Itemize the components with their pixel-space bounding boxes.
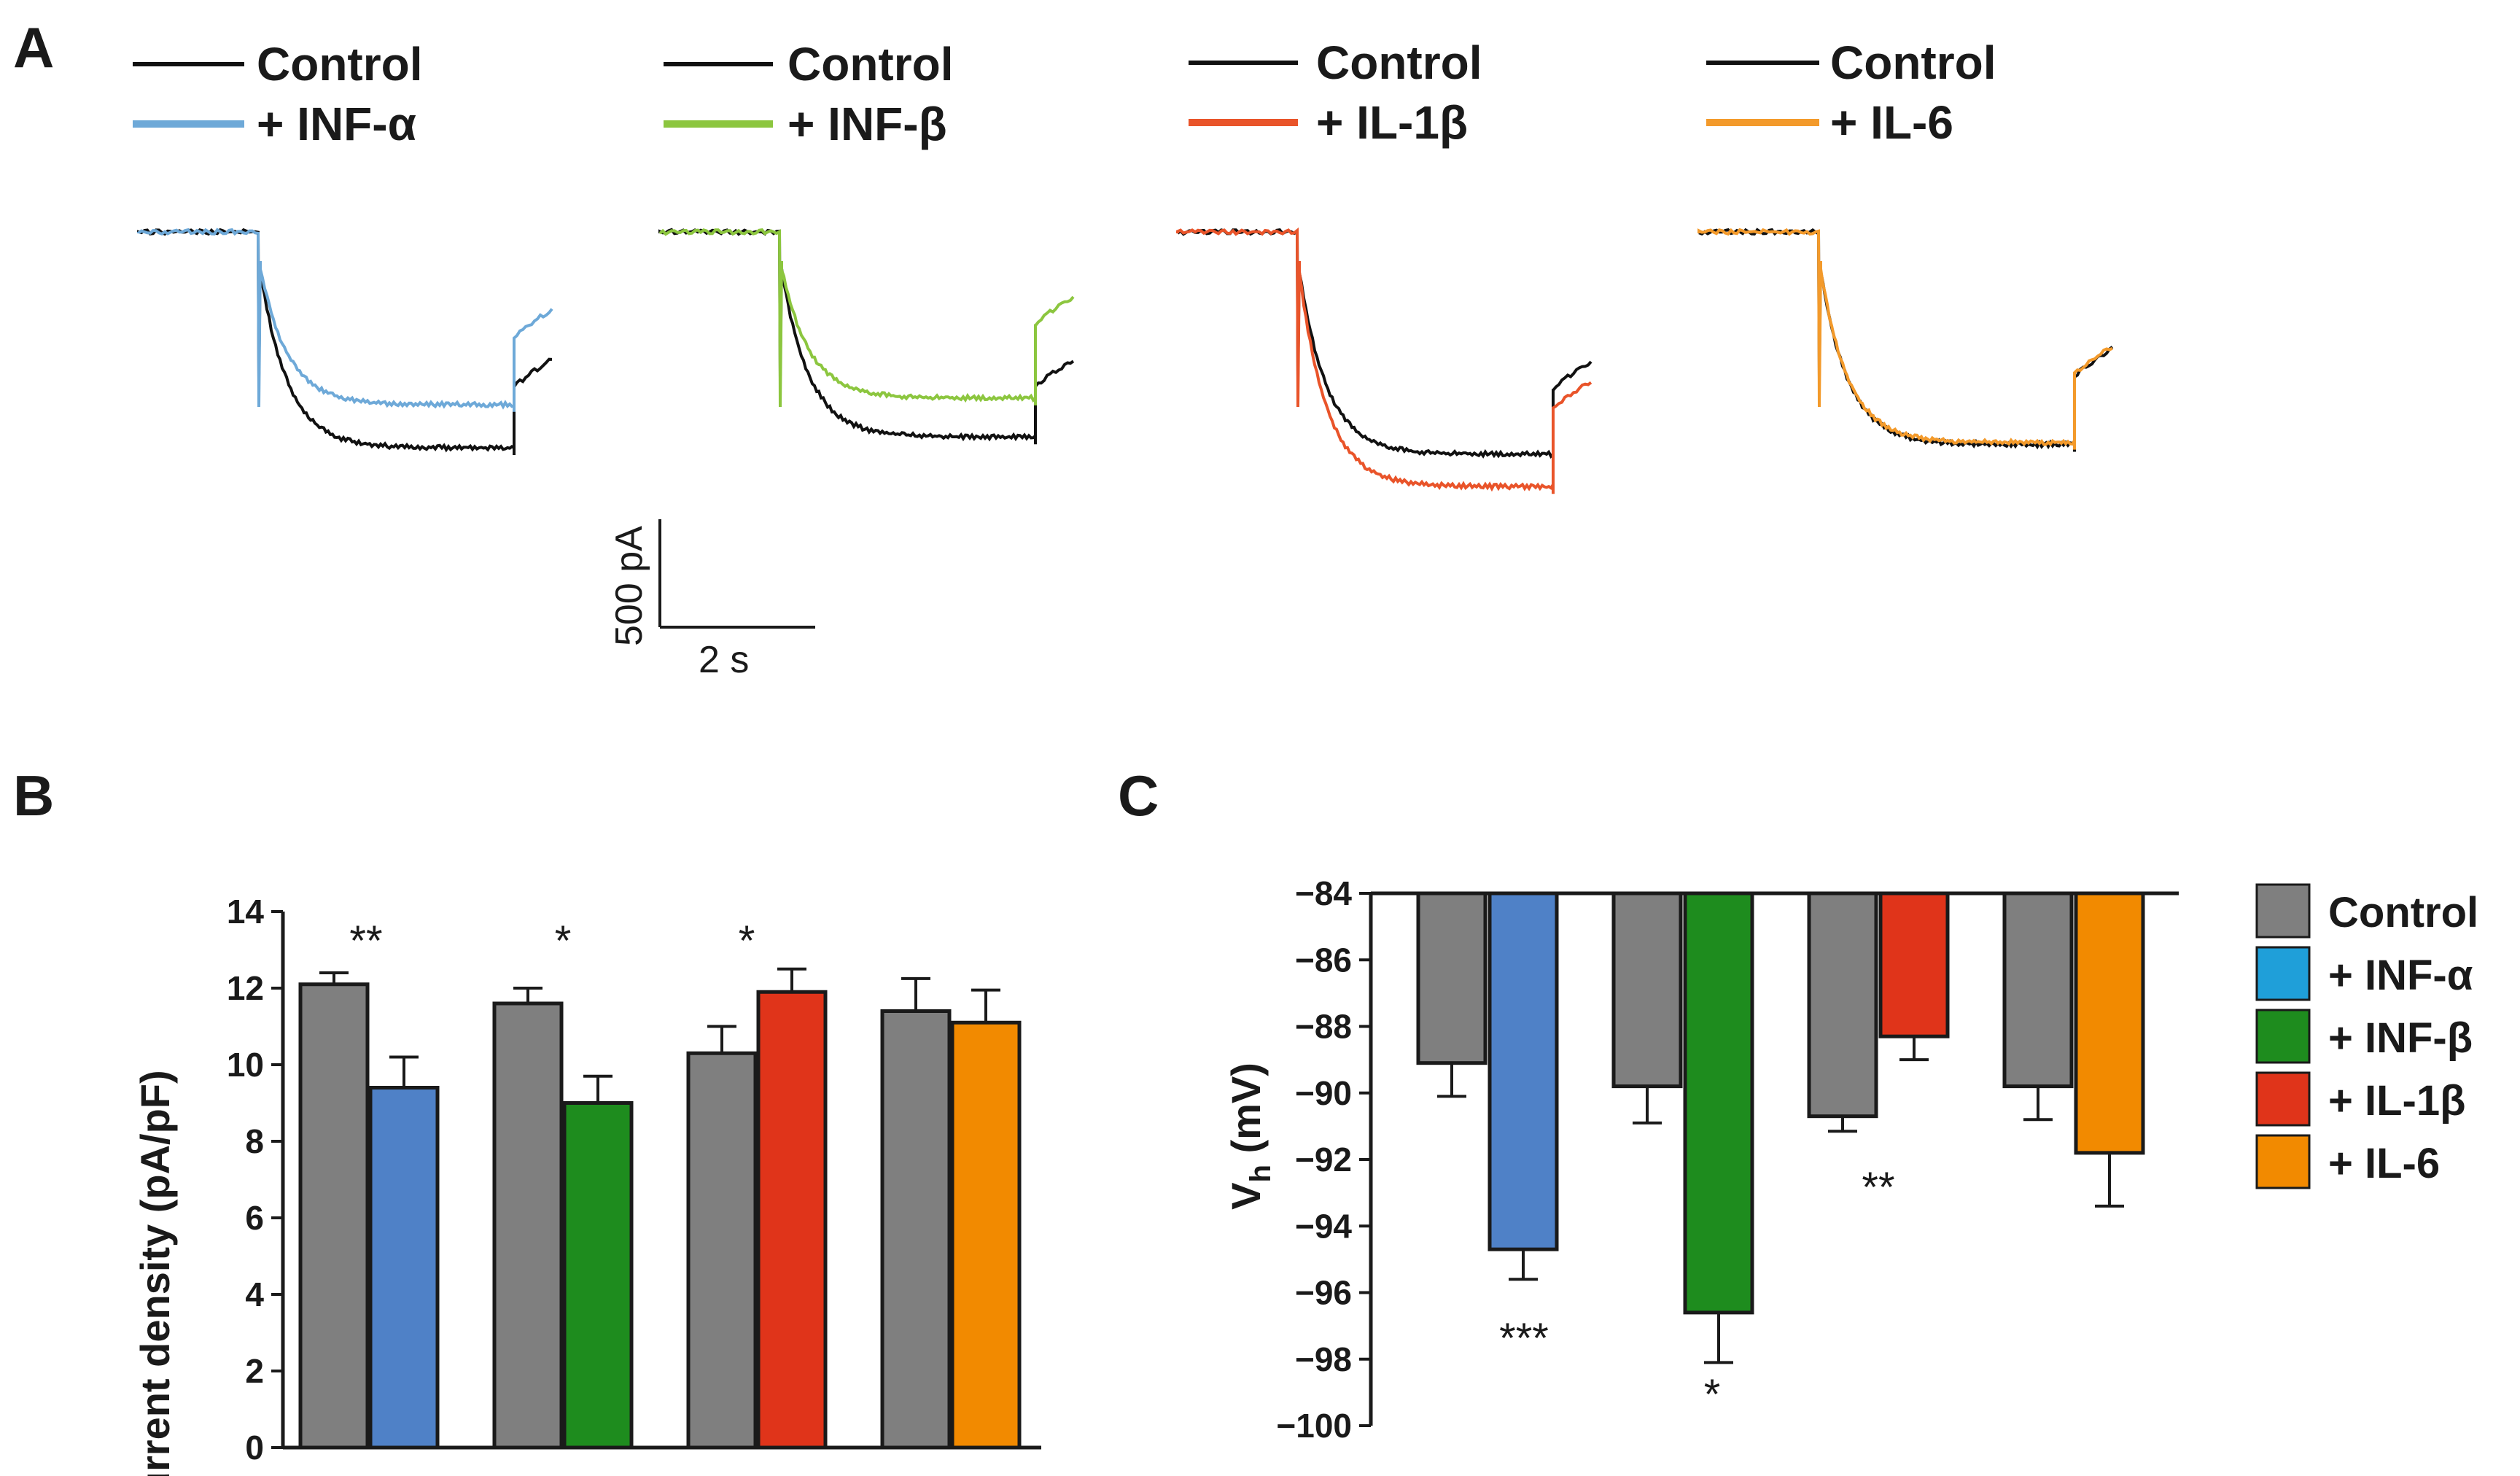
legend-entry-3: + INF-β [2328,1014,2473,1062]
panel-b-tick-label: 8 [245,1122,264,1160]
panel-c-significance-1: *** [1499,1315,1549,1362]
panel-c-bar-treatment-1 [1488,891,1559,1251]
panel-b-bar-control-2 [492,1001,564,1450]
panel-b-significance-2: * [555,917,572,965]
panel-b-tick-label: 14 [227,893,265,931]
panel-c-y-axis-label: Vh (mV) [1223,1063,1277,1210]
legend-swatch-4 [2255,1071,2311,1127]
scale-bar-current-label: 500 pA [608,526,650,646]
panel-b-tick-label: 0 [245,1429,264,1467]
legend-entry-1: Control [2328,889,2478,936]
panel-c-bar-control-1 [1416,891,1488,1065]
trace-treatment-4 [1698,228,2113,450]
panel-b-bar-treatment-4 [950,1020,1022,1450]
panel-b-y-axis-label: Current density (pA/pF) [132,1070,178,1476]
panel-c-y-axis-label-sub: h [1245,1165,1277,1182]
panel-c-tick-label: −98 [1295,1340,1352,1378]
panel-a: A Control + INF-α Control + INF-β Contro… [13,15,2114,681]
panel-c-tick-label: −96 [1295,1274,1352,1312]
legend-label-control-2: Control [788,38,954,90]
panel-b-significance-1: ** [349,917,382,965]
panel-c-tick-label: −84 [1295,874,1352,912]
panel-b-bar-control-1 [298,982,370,1450]
panel-c-bar-treatment-4 [2074,891,2145,1155]
legend-swatch-1 [2255,883,2311,939]
panel-c: C Vh (mV) −84−86−88−90−92−94−96−98−100**… [1118,764,2478,1445]
legend-label-control-3: Control [1316,36,1482,89]
trace-treatment-3 [1176,227,1592,494]
panel-b-tick-label: 12 [227,969,264,1007]
panel-b-bar-treatment-1 [368,1086,440,1450]
panel-b-bar-treatment-3 [756,990,828,1450]
panel-c-tick-label: −86 [1295,941,1352,979]
trace-control-2 [658,228,1075,445]
panel-c-bar-treatment-3 [1878,891,1950,1038]
panel-b-tick-label: 10 [227,1046,264,1084]
panel-letter-c: C [1118,764,1159,828]
panel-c-significance-2: * [1704,1371,1721,1418]
panel-c-y-axis-label-main: V [1223,1183,1269,1210]
panel-c-bar-control-4 [2002,891,2074,1089]
panel-c-legend: Control + INF-α + INF-β + IL-1β + IL-6 [2255,883,2478,1189]
panel-c-tick-label: −90 [1295,1074,1352,1112]
panel-a-legends: Control + INF-α Control + INF-β Control … [133,36,1996,150]
legend-entry-4: + IL-1β [2328,1077,2466,1125]
legend-entry-2: + INF-α [2328,952,2473,999]
panel-c-y-axis-label-unit: (mV) [1223,1063,1269,1165]
legend-label-inf-alpha: + INF-α [257,98,416,150]
panel-letter-b: B [13,764,54,828]
legend-label-il6: + IL-6 [1830,96,1953,149]
panel-c-bar-control-3 [1807,891,1878,1119]
trace-control-4 [1698,228,2114,452]
panel-letter-a: A [13,15,54,79]
panel-b-bar-control-3 [686,1051,758,1450]
legend-label-il1b: + IL-1β [1316,96,1468,149]
panel-b-significance-3: * [739,917,755,965]
trace-control-1 [137,228,553,455]
trace-treatment-2 [658,228,1075,408]
panel-c-tick-label: −88 [1295,1008,1352,1046]
panel-c-tick-label: −92 [1295,1141,1352,1178]
panel-c-significance-3: ** [1862,1164,1894,1211]
legend-label-inf-beta: + INF-β [788,98,947,150]
trace-treatment-1 [137,228,553,412]
panel-b-bar-treatment-2 [562,1101,634,1450]
panel-c-bar-control-2 [1611,891,1683,1089]
legend-label-control-1: Control [257,38,423,90]
trace-control-3 [1176,228,1592,462]
panel-c-tick-label: −100 [1276,1407,1352,1445]
legend-entry-5: + IL-6 [2328,1140,2440,1187]
legend-swatch-5 [2255,1134,2311,1189]
panel-b-tick-label: 4 [245,1275,264,1313]
legend-label-control-4: Control [1830,36,1996,89]
panel-b-tick-label: 6 [245,1199,264,1237]
panel-b-bar-control-4 [880,1009,952,1450]
panel-c-tick-label: −94 [1295,1207,1352,1245]
panel-c-chart: −84−86−88−90−92−94−96−98−100****** [1276,874,2179,1445]
panel-b-tick-label: 2 [245,1352,264,1390]
legend-swatch-3 [2255,1009,2311,1064]
scale-bar-time-label: 2 s [699,639,749,681]
panel-c-bar-treatment-2 [1683,891,1754,1315]
panel-a-traces [137,227,2114,494]
scale-bar: 500 pA 2 s [608,519,815,681]
legend-swatch-2 [2255,946,2311,1001]
